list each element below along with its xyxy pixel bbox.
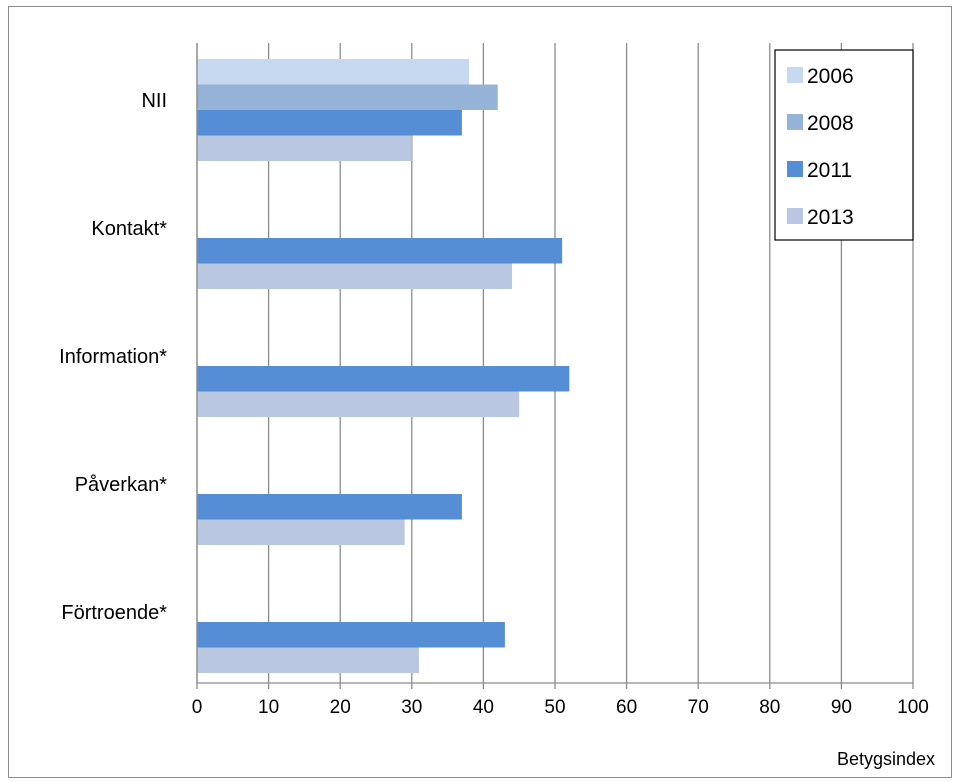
category-label: NII <box>141 90 167 112</box>
x-tick-label: 40 <box>473 697 494 718</box>
legend-label-2008: 2008 <box>807 112 854 135</box>
legend-swatch-2011 <box>787 161 803 177</box>
bar-2013-0 <box>197 135 412 161</box>
x-tick-label: 0 <box>192 697 203 718</box>
x-tick-label: 100 <box>897 697 929 718</box>
bar-2011-2 <box>197 366 570 392</box>
bar-2013-4 <box>197 647 419 673</box>
legend-label-2011: 2011 <box>807 159 852 182</box>
bar-2011-4 <box>197 622 505 648</box>
legend: 2006 2008 2011 2013 <box>774 49 914 241</box>
x-tick-label: 80 <box>759 697 780 718</box>
legend-label-2006: 2006 <box>807 65 854 88</box>
category-label: Kontakt* <box>91 218 167 240</box>
x-tick-label: 30 <box>401 697 422 718</box>
chart-frame: 0 10 20 30 40 50 60 70 80 90 100 NII Kontakt* Informa… <box>8 6 952 778</box>
category-label: Påverkan* <box>75 474 167 496</box>
bar-2011-0 <box>197 110 462 136</box>
bar-2011-3 <box>197 494 462 520</box>
category-label: Information* <box>59 346 167 368</box>
bar-2013-3 <box>197 519 405 545</box>
x-tick-label: 10 <box>258 697 279 718</box>
legend-swatch-2006 <box>787 67 803 83</box>
x-tick-label: 20 <box>330 697 351 718</box>
category-label: Förtroende* <box>61 602 167 624</box>
x-tick-label: 90 <box>831 697 852 718</box>
bar-2008-0 <box>197 84 498 110</box>
bar-2013-1 <box>197 263 513 289</box>
bars <box>197 59 570 673</box>
legend-label-2013: 2013 <box>807 206 854 229</box>
bar-chart: 0 10 20 30 40 50 60 70 80 90 100 NII Kontakt* Informa… <box>59 43 935 769</box>
legend-swatch-2008 <box>787 114 803 130</box>
bar-2006-0 <box>197 59 470 85</box>
x-tick-label: 70 <box>688 697 709 718</box>
labels: 0 10 20 30 40 50 60 70 80 90 100 NII Kontakt* Informa… <box>59 90 929 718</box>
bar-2011-1 <box>197 238 563 264</box>
bar-2013-2 <box>197 391 520 417</box>
x-tick-label: 60 <box>616 697 637 718</box>
axes <box>196 43 914 689</box>
legend-swatch-2013 <box>787 208 803 224</box>
x-tick-label: 50 <box>544 697 565 718</box>
x-axis-title: Betygsindex <box>837 749 935 769</box>
